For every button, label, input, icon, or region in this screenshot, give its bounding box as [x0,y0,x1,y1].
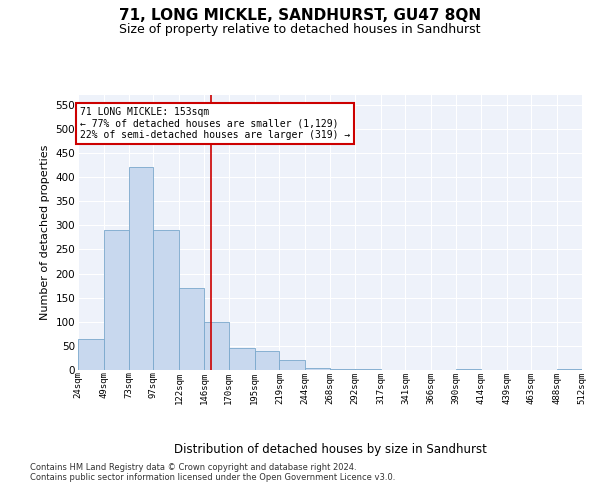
Text: Contains HM Land Registry data © Crown copyright and database right 2024.
Contai: Contains HM Land Registry data © Crown c… [30,462,395,482]
Bar [355,369,380,370]
Bar [154,230,179,370]
Text: Distribution of detached houses by size in Sandhurst: Distribution of detached houses by size … [173,442,487,456]
Bar [280,360,305,370]
Bar [557,369,582,370]
Bar [330,369,355,370]
Text: Size of property relative to detached houses in Sandhurst: Size of property relative to detached ho… [119,22,481,36]
Bar [78,338,104,370]
Text: 71 LONG MICKLE: 153sqm
← 77% of detached houses are smaller (1,129)
22% of semi-: 71 LONG MICKLE: 153sqm ← 77% of detached… [80,107,350,140]
Y-axis label: Number of detached properties: Number of detached properties [40,145,50,320]
Bar [254,350,280,370]
Bar [456,369,481,370]
Bar [179,288,204,370]
Bar [204,322,229,370]
Bar [128,168,154,370]
Bar [229,348,254,370]
Text: 71, LONG MICKLE, SANDHURST, GU47 8QN: 71, LONG MICKLE, SANDHURST, GU47 8QN [119,8,481,22]
Bar [104,230,128,370]
Bar [305,368,330,370]
